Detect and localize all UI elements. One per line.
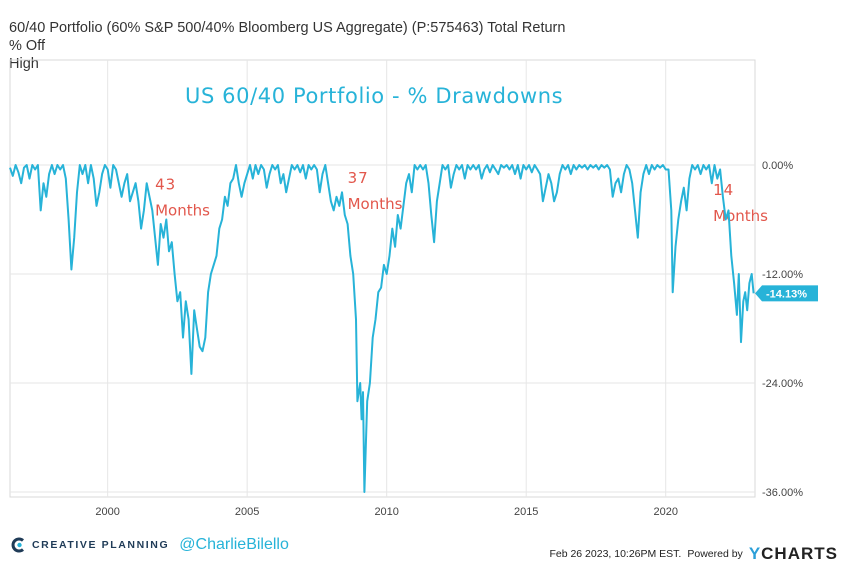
annotation-months: Months	[713, 207, 768, 225]
overlay-title: US 60/40 Portfolio - % Drawdowns	[185, 84, 563, 108]
plot-area-border	[9, 59, 756, 498]
footer-branding: CREATIVE PLANNING @CharlieBilello	[10, 536, 289, 554]
series-line	[9, 164, 755, 493]
annotation-months: Months	[348, 195, 403, 213]
twitter-handle[interactable]: @CharlieBilello	[179, 536, 289, 553]
annotation-months: Months	[155, 202, 210, 220]
last-value-arrow	[755, 285, 762, 302]
y-tick-label: -12.00%	[762, 269, 803, 281]
ycharts-logo-rest: CHARTS	[761, 544, 838, 563]
annotation-number: 43	[155, 176, 176, 194]
x-axis: 2000 2005 2010 2015 2020	[95, 506, 678, 518]
last-value-label: -14.13%	[766, 288, 807, 300]
ycharts-logo-y: Y	[748, 544, 762, 563]
x-tick-label: 2010	[374, 506, 398, 518]
y-tick-label: 0.00%	[762, 160, 793, 172]
x-tick-label: 2000	[95, 506, 119, 518]
last-value-marker: -14.13%	[755, 285, 818, 302]
x-tick-label: 2015	[514, 506, 538, 518]
timestamp: Feb 26 2023, 10:26PM EST.	[549, 548, 682, 560]
annotation-number: 37	[348, 169, 369, 187]
powered-by-label: Powered by	[687, 548, 743, 560]
x-tick-label: 2005	[235, 506, 259, 518]
footer-source: Feb 26 2023, 10:26PM EST. Powered by YCH…	[549, 544, 838, 564]
last-value-box	[762, 285, 818, 302]
x-tick-label: 2020	[653, 506, 677, 518]
creative-planning-logo-icon	[11, 537, 24, 553]
chart-title: 60/40 Portfolio (60% S&P 500/40% Bloombe…	[9, 19, 569, 73]
ycharts-logo[interactable]: YCHARTS	[749, 544, 838, 564]
chart-title-line1: 60/40 Portfolio (60% S&P 500/40% Bloombe…	[9, 20, 566, 54]
y-axis: 0.00% -12.00% -24.00% -36.00%	[762, 160, 803, 499]
y-tick-label: -36.00%	[762, 487, 803, 499]
y-tick-label: -24.00%	[762, 378, 803, 390]
brand-name: CREATIVE PLANNING	[32, 539, 170, 551]
